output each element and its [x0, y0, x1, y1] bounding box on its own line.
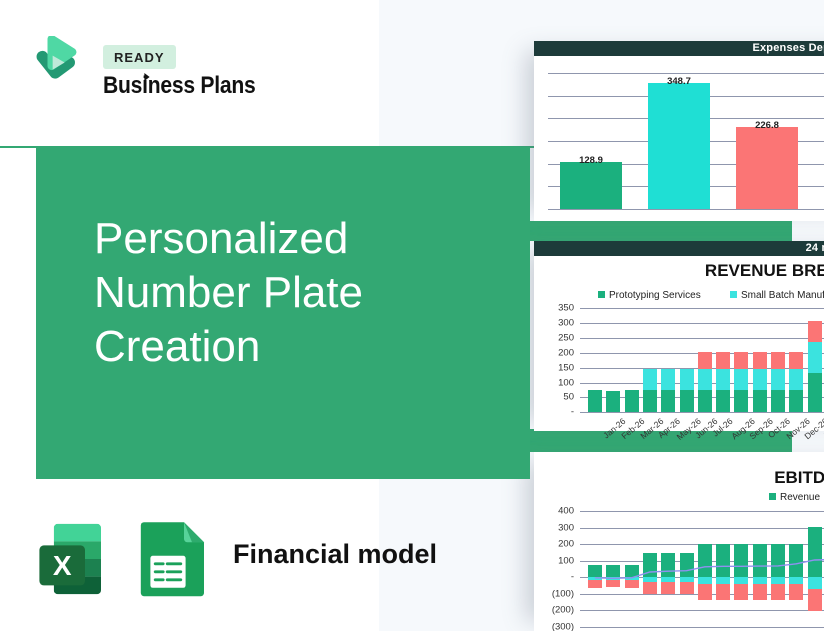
svg-text:X: X — [53, 550, 72, 581]
